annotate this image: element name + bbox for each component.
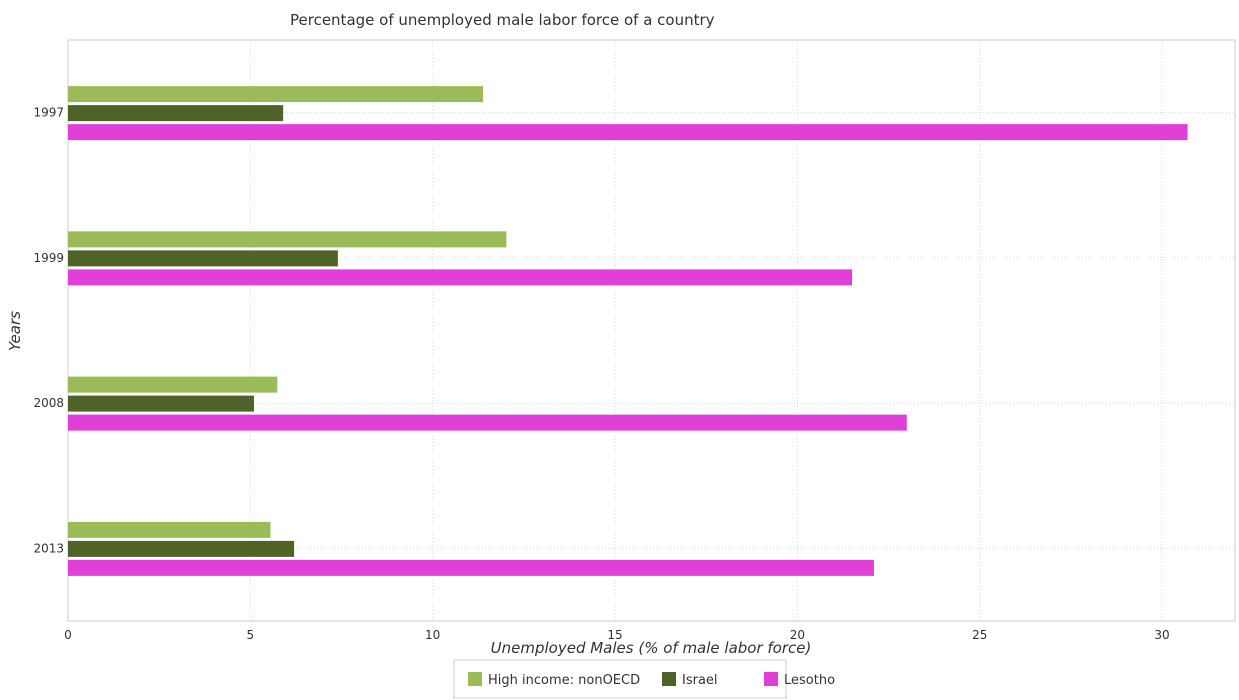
y-tick-label: 2008 xyxy=(33,396,64,410)
chart-title: Percentage of unemployed male labor forc… xyxy=(290,11,715,29)
legend-label: Israel xyxy=(682,673,718,688)
legend-swatch xyxy=(764,672,778,686)
y-tick-labels: 1997 1999 2008 2013 xyxy=(33,106,64,556)
legend-swatch xyxy=(662,672,676,686)
y-tick-label: 2013 xyxy=(33,541,64,555)
bar-israel-2013 xyxy=(68,540,295,557)
x-tick-label: 0 xyxy=(64,628,72,642)
bar-high-income-nonoecd-2008 xyxy=(68,376,278,393)
bar-israel-1997 xyxy=(68,105,284,122)
bar-lesotho-2013 xyxy=(68,559,874,576)
legend-box xyxy=(453,659,787,699)
legend-swatch xyxy=(468,672,482,686)
bar-israel-1999 xyxy=(68,250,338,267)
bars xyxy=(68,86,1188,576)
legend-label: High income: nonOECD xyxy=(488,673,640,688)
bar-high-income-nonoecd-1997 xyxy=(68,86,484,103)
legend-label: Lesotho xyxy=(784,673,835,688)
x-tick-labels: 0 5 10 15 20 25 30 xyxy=(64,628,1170,642)
bar-lesotho-1997 xyxy=(68,124,1188,141)
bar-israel-2008 xyxy=(68,395,254,412)
y-tick-label: 1999 xyxy=(33,251,64,265)
x-tick-label: 15 xyxy=(607,628,622,642)
bar-lesotho-2008 xyxy=(68,414,907,431)
y-tick-label: 1997 xyxy=(33,106,64,120)
x-axis-label: Unemployed Males (% of male labor force) xyxy=(491,639,812,657)
y-axis-label: Years xyxy=(6,311,24,351)
x-tick-label: 10 xyxy=(425,628,440,642)
legend: High income: nonOECD Israel Lesotho xyxy=(453,659,835,699)
x-tick-label: 5 xyxy=(247,628,255,642)
bar-lesotho-1999 xyxy=(68,269,853,286)
x-tick-label: 25 xyxy=(972,628,987,642)
bar-high-income-nonoecd-1999 xyxy=(68,231,507,248)
x-tick-label: 20 xyxy=(790,628,805,642)
plot-area-border xyxy=(67,39,1236,622)
x-tick-label: 30 xyxy=(1154,628,1169,642)
bar-high-income-nonoecd-2013 xyxy=(68,521,271,538)
